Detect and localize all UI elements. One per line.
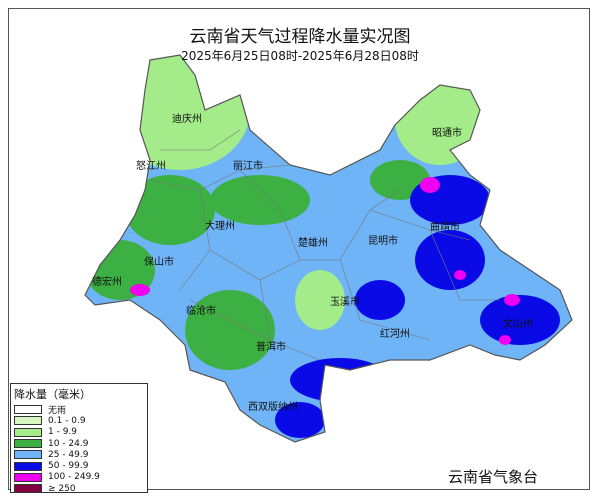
city-label: 昭通市 (432, 128, 462, 139)
legend-label: 无雨 (48, 406, 67, 417)
agency-label: 云南省气象台 (448, 468, 539, 486)
city-label: 曲靖市 (430, 222, 460, 233)
city-label: 临沧市 (186, 306, 216, 317)
city-label: 迪庆州 (172, 114, 202, 125)
legend-swatch (14, 472, 42, 482)
legend-item: 10 - 24.9 (14, 438, 144, 449)
city-label: 保山市 (144, 257, 174, 268)
legend-label: 0.1 - 0.9 (48, 415, 86, 426)
city-label: 丽江市 (233, 161, 263, 172)
map-subtitle: 2025年6月25日08时-2025年6月28日08时 (181, 49, 419, 63)
legend-label: ≥ 250 (48, 483, 76, 494)
legend-item: 1 - 9.9 (14, 427, 144, 438)
city-label: 红河州 (380, 329, 410, 340)
legend-item: 25 - 49.9 (14, 449, 144, 460)
legend-label: 1 - 9.9 (48, 427, 78, 438)
legend-item: ≥ 250 (14, 483, 144, 494)
city-label: 文山州 (503, 319, 533, 330)
legend-swatch (14, 461, 42, 471)
legend-label: 25 - 49.9 (48, 449, 89, 460)
legend-swatch (14, 416, 42, 426)
figure-frame (8, 8, 590, 490)
legend-label: 10 - 24.9 (48, 438, 89, 449)
legend-swatch (14, 484, 42, 494)
legend-swatch (14, 427, 42, 437)
city-label: 德宏州 (92, 277, 122, 288)
legend-swatch (14, 450, 42, 460)
precipitation-legend: 降水量（毫米） 无雨 0.1 - 0.9 1 - 9.9 10 - 24.9 25 - … (10, 383, 148, 494)
legend-item: 50 - 99.9 (14, 460, 144, 471)
city-label: 昆明市 (368, 236, 398, 247)
legend-item: 无雨 (14, 404, 144, 417)
city-label: 大理州 (205, 221, 235, 232)
city-label: 西双版纳州 (248, 402, 298, 413)
city-label: 普洱市 (256, 342, 286, 353)
city-label: 怒江州 (136, 161, 166, 172)
legend-item: 100 - 249.9 (14, 472, 144, 483)
map-title: 云南省天气过程降水量实况图 (189, 27, 411, 47)
legend-swatch (14, 439, 42, 449)
city-label: 楚雄州 (298, 238, 328, 249)
legend-label: 100 - 249.9 (48, 472, 100, 483)
legend-label: 50 - 99.9 (48, 461, 89, 472)
legend-swatch (14, 405, 42, 415)
legend-item: 0.1 - 0.9 (14, 415, 144, 426)
legend-title: 降水量（毫米） (14, 388, 91, 401)
prefecture-boundaries (149, 129, 500, 361)
city-label: 玉溪市 (330, 297, 360, 308)
